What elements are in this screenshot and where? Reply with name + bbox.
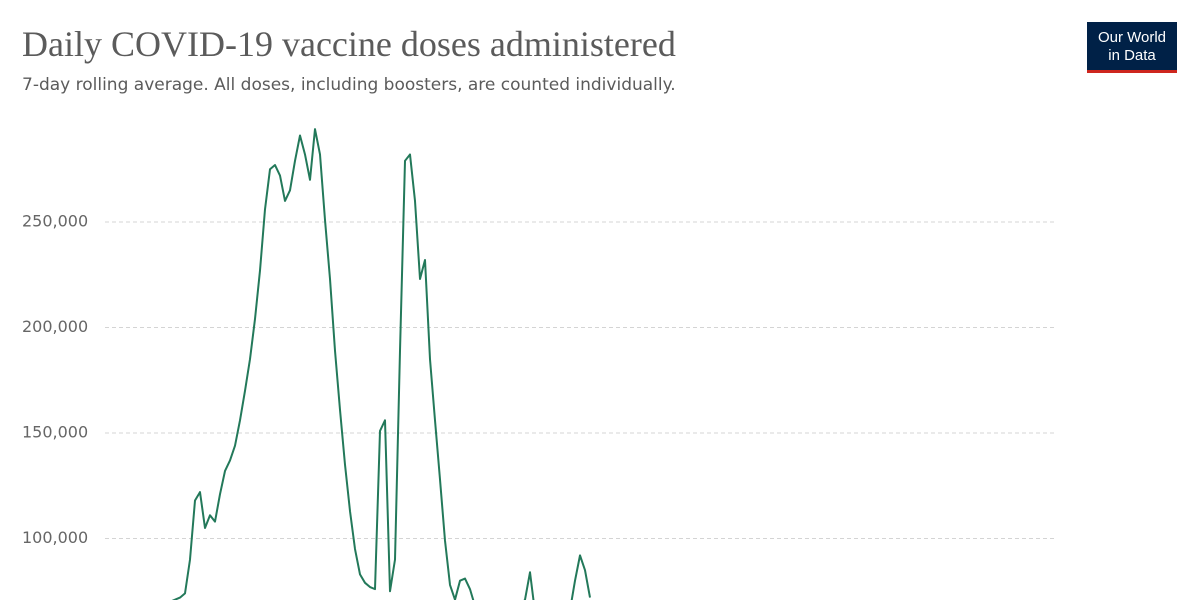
chart-title: Daily COVID-19 vaccine doses administere…	[22, 24, 676, 64]
logo-text: Our World	[1098, 29, 1166, 46]
y-tick-label: 200,000	[22, 317, 88, 336]
chart-subtitle: 7-day rolling average. All doses, includ…	[22, 75, 676, 95]
y-tick-label: 250,000	[22, 212, 88, 231]
logo-box	[1087, 22, 1177, 70]
logo-underline	[1087, 70, 1177, 73]
y-tick-label: 150,000	[22, 423, 88, 442]
y-tick-label: 100,000	[22, 528, 88, 547]
logo[interactable]: Our World in Data	[1087, 22, 1177, 73]
logo-text: in Data	[1108, 47, 1156, 64]
data-line	[171, 128, 591, 600]
